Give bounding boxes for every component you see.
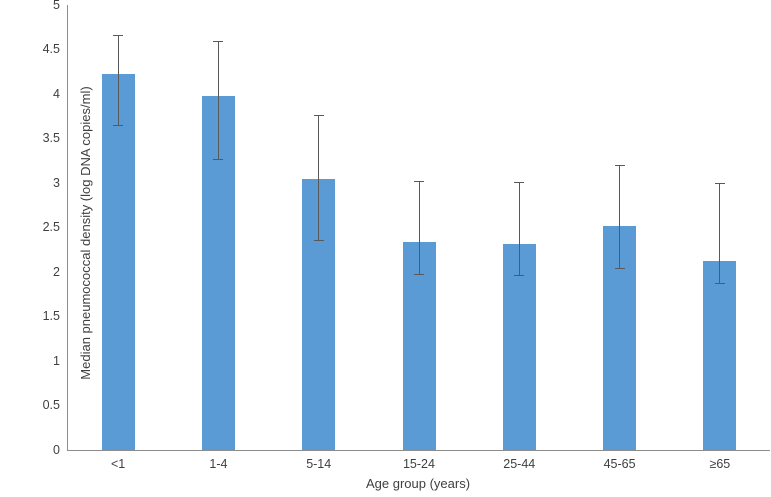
error-bar-cap-top <box>414 181 424 183</box>
y-axis-tick-label: 4 <box>53 86 60 101</box>
error-bar-cap-bottom <box>213 158 224 160</box>
y-axis-tick-label: 0.5 <box>42 398 60 412</box>
error-bar-cap-bottom <box>113 125 124 127</box>
error-bar-line <box>217 40 219 159</box>
x-axis-title: Age group (years) <box>365 476 471 491</box>
error-bar-line <box>117 35 119 126</box>
y-axis-tick-label: 3.5 <box>42 131 60 145</box>
bar <box>101 74 135 450</box>
error-bar-line <box>318 115 320 240</box>
y-axis-tick-label: 3 <box>53 175 60 190</box>
y-axis-tick-label: 4.5 <box>42 42 60 56</box>
error-bar-cap-bottom <box>714 282 725 284</box>
x-axis-tick-label: 45-65 <box>603 457 636 471</box>
y-axis-tick-label: 0 <box>53 442 60 457</box>
error-bar-cap-top <box>514 182 525 184</box>
y-axis-title: Median pneumococcal density (log DNA cop… <box>78 86 93 380</box>
bar <box>502 244 536 450</box>
error-bar-cap-top <box>113 35 124 37</box>
plot-area: Median pneumococcal density (log DNA cop… <box>43 0 770 471</box>
error-bar-cap-bottom <box>414 273 424 275</box>
error-bar-line <box>719 183 721 283</box>
x-axis-tick-label: 15-24 <box>402 457 435 471</box>
error-bar-cap-top <box>213 40 224 42</box>
y-axis-tick-label: 1.5 <box>42 309 60 323</box>
x-axis-tick-label: <1 <box>111 457 126 471</box>
error-bar-cap-top <box>313 115 324 117</box>
y-axis-tick-label: 2.5 <box>42 220 60 234</box>
x-axis-tick-label: 1-4 <box>209 457 228 471</box>
error-bar-line <box>619 165 621 268</box>
x-axis-tick-label: 25-44 <box>503 457 536 471</box>
error-bar-line <box>518 182 520 275</box>
bar <box>703 261 737 450</box>
error-bar-line <box>418 181 420 274</box>
x-axis-tick-label: 5-14 <box>306 457 332 471</box>
y-axis-tick-label: 5 <box>53 0 60 12</box>
error-bar-cap-top <box>714 183 725 184</box>
bar <box>402 241 436 450</box>
error-bar-cap-bottom <box>514 274 525 276</box>
y-axis-tick-label: 2 <box>53 264 60 279</box>
error-bar-cap-bottom <box>313 239 324 241</box>
error-bar-cap-bottom <box>614 267 625 269</box>
x-axis-tick-label: ≥65 <box>709 457 731 471</box>
y-axis-tick-label: 1 <box>53 353 60 368</box>
error-bar-cap-top <box>614 165 625 167</box>
